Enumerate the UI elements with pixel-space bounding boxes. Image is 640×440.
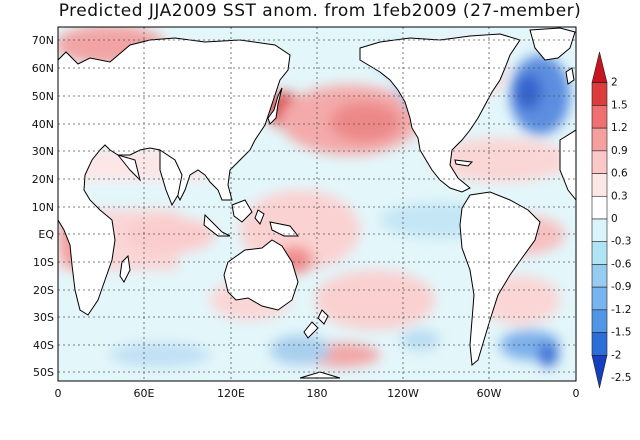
lat-label: 30S xyxy=(33,311,54,324)
longitude-labels: 0 60E 120E 180 120W 60W 0 xyxy=(55,387,580,400)
lat-label: 70N xyxy=(32,34,54,47)
new-guinea xyxy=(269,221,300,237)
lat-label: 20N xyxy=(32,173,54,186)
lat-label: 50N xyxy=(32,90,54,103)
lon-label: 60W xyxy=(477,387,502,400)
lat-label: 10N xyxy=(32,201,54,214)
colorbar-label: 0 xyxy=(611,213,618,225)
lat-label: 10S xyxy=(33,256,54,269)
colorbar-label: -1.2 xyxy=(611,304,632,316)
colorbar: 2 1.5 1.2 0.9 0.6 0.3 0 -0.3 -0.6 -0.9 -1.2 -1.5 -2 -… xyxy=(591,51,632,389)
lat-label: 30N xyxy=(32,145,54,158)
lat-label: EQ xyxy=(38,228,54,241)
land-masses xyxy=(58,27,576,379)
lat-label: 50S xyxy=(33,366,54,379)
colorbar-label: -0.3 xyxy=(611,236,632,248)
lat-label: 40S xyxy=(33,339,54,352)
lat-label: 20S xyxy=(33,284,54,297)
colorbar-swatch xyxy=(591,286,608,311)
colorbar-label: -0.9 xyxy=(611,281,632,293)
lon-label: 180 xyxy=(307,387,328,400)
south-america xyxy=(459,191,541,366)
colorbar-swatch xyxy=(591,51,608,84)
colorbar-swatch xyxy=(591,150,608,174)
colorbar-swatch xyxy=(591,332,608,356)
colorbar-swatch xyxy=(591,354,608,389)
colorbar-label: 0.9 xyxy=(611,145,628,157)
borneo xyxy=(231,199,253,223)
lat-label: 60N xyxy=(32,62,54,75)
lon-label: 120W xyxy=(387,387,419,400)
australia xyxy=(223,239,299,311)
colorbar-label: 1.2 xyxy=(611,122,628,134)
colorbar-label: -0.6 xyxy=(611,258,632,270)
colorbar-label: 0.3 xyxy=(611,190,628,202)
latitude-labels: 70N 60N 50N 40N 30N 20N 10N EQ 10S 20S 3… xyxy=(32,34,55,379)
india xyxy=(159,149,183,207)
colorbar-swatch xyxy=(591,241,608,265)
map-frame xyxy=(57,26,577,382)
colorbar-label: 0.6 xyxy=(611,168,628,180)
colorbar-swatch xyxy=(591,218,608,243)
greenland xyxy=(529,27,576,61)
colorbar-label: -1.5 xyxy=(611,327,632,339)
colorbar-label: -2 xyxy=(611,349,621,361)
colorbar-label: -2.5 xyxy=(611,372,632,384)
graticule xyxy=(58,27,576,381)
lon-label: 120E xyxy=(217,387,245,400)
colorbar-swatch xyxy=(591,173,608,197)
colorbar-swatch xyxy=(591,309,608,333)
colorbar-swatch xyxy=(591,264,608,288)
colorbar-swatch xyxy=(591,105,608,129)
map-title: Predicted JJA2009 SST anom. from 1feb200… xyxy=(58,1,582,21)
colorbar-label: 2 xyxy=(611,77,618,89)
lon-label: 60E xyxy=(134,387,155,400)
lat-label: 40N xyxy=(32,118,54,131)
lon-label: 0 xyxy=(55,387,62,400)
colorbar-swatch xyxy=(591,195,608,220)
colorbar-swatch xyxy=(591,82,608,106)
colorbar-label: 1.5 xyxy=(611,99,628,111)
colorbar-swatch xyxy=(591,127,608,152)
lon-label: 0 xyxy=(573,387,580,400)
